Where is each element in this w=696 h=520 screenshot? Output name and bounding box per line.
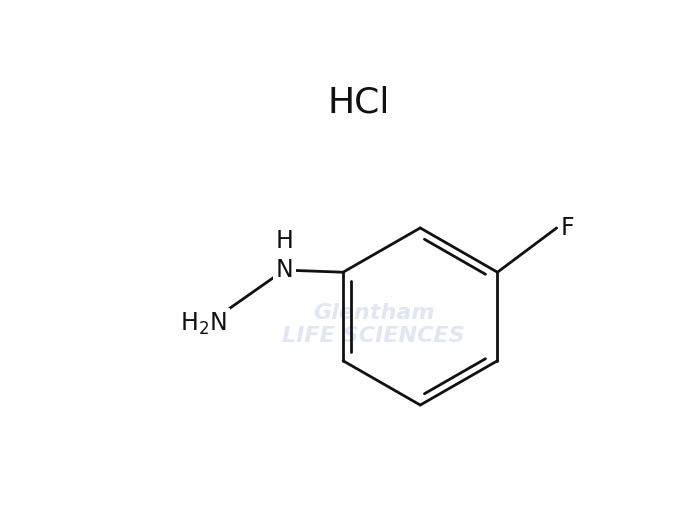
Text: N: N [276,258,294,282]
Text: F: F [561,216,574,240]
Text: H$_2$N: H$_2$N [180,311,227,337]
Text: HCl: HCl [327,85,390,120]
Text: Glentham
LIFE SCIENCES: Glentham LIFE SCIENCES [283,303,465,346]
Text: H: H [276,229,294,253]
